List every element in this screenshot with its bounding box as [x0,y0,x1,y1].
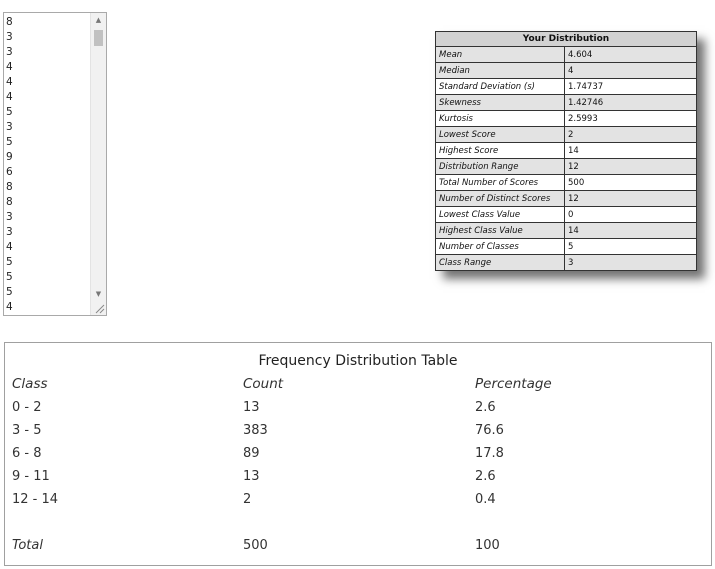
score-value: 3 [6,31,13,43]
score-value: 3 [6,121,13,133]
stats-row: Mean 4.604 [435,46,697,63]
distribution-stats-table: Your Distribution Mean 4.604 Median 4 St… [435,31,697,271]
stat-value: 2 [564,126,697,143]
stat-value: 4 [564,62,697,79]
stat-label: Lowest Score [435,126,565,143]
score-value: 8 [6,196,13,208]
stat-label: Highest Class Value [435,222,565,239]
score-value: 4 [6,61,13,73]
stats-table-title: Your Distribution [435,31,697,47]
total-count: 500 [243,538,268,553]
score-value: 8 [6,16,13,28]
stat-value: 12 [564,158,697,175]
percentage-cell: 76.6 [475,423,504,438]
stat-value: 14 [564,222,697,239]
class-cell: 6 - 8 [12,446,42,461]
percentage-cell: 2.6 [475,400,496,415]
stat-label: Total Number of Scores [435,174,565,191]
stat-label: Highest Score [435,142,565,159]
total-label: Total [12,538,43,553]
count-cell: 89 [243,446,260,461]
stat-value: 0 [564,206,697,223]
stat-value: 14 [564,142,697,159]
score-value: 4 [6,241,13,253]
stats-row: Standard Deviation (s) 1.74737 [435,78,697,95]
count-cell: 2 [243,492,252,507]
column-header-percentage: Percentage [475,376,552,392]
score-value: 3 [6,211,13,223]
stat-value: 4.604 [564,46,697,63]
percentage-cell: 17.8 [475,446,504,461]
total-percentage: 100 [475,538,500,553]
score-value: 6 [6,166,13,178]
frequency-distribution-panel: Frequency Distribution Table Class Count… [4,342,712,566]
vertical-scrollbar[interactable]: ▲ ▼ [90,13,106,315]
score-value: 3 [6,46,13,58]
scores-textarea[interactable]: 8 3 3 4 4 4 5 3 5 9 6 8 8 3 3 4 5 5 5 4 … [3,12,107,316]
stat-label: Median [435,62,565,79]
stats-row: Highest Class Value 14 [435,222,697,239]
stats-row: Lowest Score 2 [435,126,697,143]
score-value: 3 [6,226,13,238]
distribution-stats-panel: Your Distribution Mean 4.604 Median 4 St… [435,31,697,271]
stat-label: Number of Classes [435,238,565,255]
stat-value: 5 [564,238,697,255]
class-cell: 0 - 2 [12,400,42,415]
frequency-table-title: Frequency Distribution Table [258,353,458,369]
stat-label: Kurtosis [435,110,565,127]
stat-label: Mean [435,46,565,63]
stat-label: Number of Distinct Scores [435,190,565,207]
stats-row: Class Range 3 [435,254,697,271]
stats-row: Number of Classes 5 [435,238,697,255]
stats-row: Distribution Range 12 [435,158,697,175]
score-value: 4 [6,76,13,88]
score-value: 9 [6,151,13,163]
stats-row: Number of Distinct Scores 12 [435,190,697,207]
score-value: 5 [6,106,13,118]
score-value: 5 [6,136,13,148]
stat-label: Distribution Range [435,158,565,175]
column-header-class: Class [12,376,48,392]
stat-label: Skewness [435,94,565,111]
column-header-count: Count [243,376,284,392]
stats-row: Kurtosis 2.5993 [435,110,697,127]
stats-row: Skewness 1.42746 [435,94,697,111]
stat-value: 2.5993 [564,110,697,127]
percentage-cell: 2.6 [475,469,496,484]
arrow-up-icon[interactable]: ▲ [95,16,102,24]
percentage-cell: 0.4 [475,492,496,507]
stats-row: Total Number of Scores 500 [435,174,697,191]
stat-label: Lowest Class Value [435,206,565,223]
stat-label: Class Range [435,254,565,271]
resize-grip-icon[interactable] [94,303,105,314]
score-value: 5 [6,271,13,283]
stat-value: 500 [564,174,697,191]
stat-value: 1.74737 [564,78,697,95]
class-cell: 12 - 14 [12,492,59,507]
stats-row: Highest Score 14 [435,142,697,159]
stats-row: Median 4 [435,62,697,79]
count-cell: 13 [243,400,260,415]
score-value: 8 [6,181,13,193]
arrow-down-icon[interactable]: ▼ [95,290,102,298]
score-value: 4 [6,91,13,103]
score-value: 5 [6,286,13,298]
scroll-thumb[interactable] [94,30,103,46]
stat-value: 1.42746 [564,94,697,111]
stat-value: 12 [564,190,697,207]
stat-label: Standard Deviation (s) [435,78,565,95]
score-value: 5 [6,256,13,268]
score-list[interactable]: 8 3 3 4 4 4 5 3 5 9 6 8 8 3 3 4 5 5 5 4 [6,15,90,315]
count-cell: 383 [243,423,268,438]
stat-value: 3 [564,254,697,271]
class-cell: 3 - 5 [12,423,42,438]
class-cell: 9 - 11 [12,469,50,484]
score-value: 4 [6,301,13,313]
count-cell: 13 [243,469,260,484]
stats-row: Lowest Class Value 0 [435,206,697,223]
